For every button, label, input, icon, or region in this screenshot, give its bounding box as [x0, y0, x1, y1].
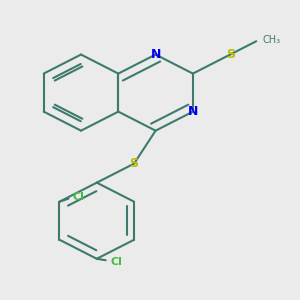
Text: S: S — [226, 48, 235, 61]
Text: S: S — [130, 157, 139, 170]
Text: Cl: Cl — [110, 257, 122, 267]
Text: CH₃: CH₃ — [262, 35, 280, 45]
Text: Cl: Cl — [73, 192, 85, 202]
Text: N: N — [150, 48, 161, 61]
Text: N: N — [188, 105, 198, 118]
